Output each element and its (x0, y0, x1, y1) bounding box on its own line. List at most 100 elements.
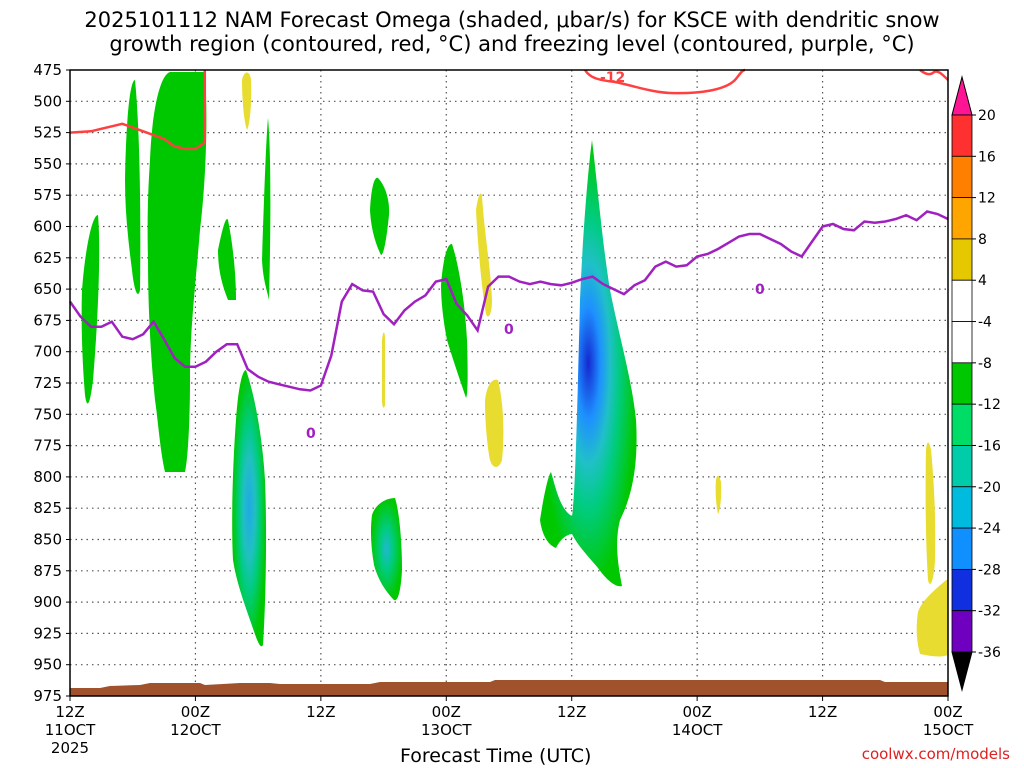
colorbar-label: 16 (978, 149, 996, 165)
y-tick-label: 800 (33, 468, 62, 486)
x-axis-title: Forecast Time (UTC) (400, 745, 592, 767)
x-tick-label: 12Z (55, 703, 84, 721)
colorbar-band (951, 527, 973, 570)
colorbar-label: -20 (978, 480, 1001, 496)
colorbar-band (951, 568, 973, 612)
dgz-contour-label: -12 (600, 70, 625, 86)
omega-region (81, 215, 100, 404)
colorbar-band (951, 486, 973, 529)
y-tick-label: 625 (33, 249, 62, 267)
colorbar-band (951, 321, 973, 364)
omega-region (218, 219, 236, 300)
colorbar-label: -28 (978, 562, 1001, 578)
colorbar-band (951, 197, 973, 240)
colorbar-label: 12 (978, 191, 996, 207)
y-tick-label: 950 (33, 656, 62, 674)
plot-area (70, 70, 948, 696)
y-axis: 475 500 525 550 575 600 625 650 675 700 725 750 775 8… (33, 61, 70, 705)
omega-positive-region (925, 442, 936, 584)
dgz-contour-left (69, 70, 207, 151)
omega-region (540, 140, 637, 587)
omega-positive-region (715, 475, 722, 514)
colorbar-label: -8 (978, 356, 992, 372)
omega-positive (242, 72, 948, 657)
colorbar-label: -12 (978, 397, 1001, 413)
credit-text: coolwx.com/models (861, 745, 1010, 763)
x-tick-date-label: 12OCT (170, 721, 221, 739)
x-tick-date-label: 15OCT (923, 721, 974, 739)
omega-region (370, 177, 390, 255)
freezing-level-contour (68, 210, 949, 392)
x-tick-label: 00Z (181, 703, 210, 721)
colorbar-label: -36 (978, 645, 1001, 661)
x-tick-label: 12Z (306, 703, 335, 721)
omega-region (232, 370, 267, 647)
colorbar-band (951, 610, 973, 653)
colorbar-band (951, 279, 973, 322)
y-tick-label: 850 (33, 531, 62, 549)
omega-positive-region (382, 332, 385, 408)
y-tick-label: 500 (33, 92, 62, 110)
omega-positive-region (916, 580, 948, 657)
y-tick-label: 650 (33, 280, 62, 298)
y-tick-label: 600 (33, 218, 62, 236)
x-tick-label: 00Z (682, 703, 711, 721)
omega-positive-region (242, 72, 252, 130)
y-tick-label: 925 (33, 624, 62, 642)
colorbar-band (951, 445, 973, 488)
freezing-level-label: 0 (306, 426, 316, 442)
gridlines (70, 70, 948, 696)
colorbar-band (951, 362, 973, 405)
y-tick-label: 675 (33, 311, 62, 329)
colorbar-band (951, 403, 973, 446)
colorbar-label: 20 (978, 108, 996, 124)
chart-title-line2: growth region (contoured, red, °C) and f… (109, 32, 915, 56)
x-tick-label: 12Z (557, 703, 586, 721)
x-tick-date-label: 13OCT (421, 721, 472, 739)
y-tick-label: 725 (33, 374, 62, 392)
colorbar-label: -16 (978, 438, 1001, 454)
y-tick-label: 525 (33, 124, 62, 142)
omega-region (262, 118, 271, 300)
x-tick-year-label: 2025 (51, 739, 89, 757)
y-tick-label: 775 (33, 437, 62, 455)
colorbar-band (951, 155, 973, 199)
colorbar-arrow-bottom (951, 651, 973, 692)
colorbar-label: 8 (978, 232, 987, 248)
y-tick-label: 750 (33, 405, 62, 423)
dgz-contour-right (919, 69, 949, 81)
colorbar-arrow-top (951, 75, 973, 116)
colorbar: 20 16 12 8 4 -4 -8 -12 -16 -20 -24 -28 -32 -36 (951, 75, 1001, 692)
colorbar-label: -24 (978, 521, 1001, 537)
freezing-level-label: 0 (504, 322, 514, 338)
y-tick-label: 900 (33, 593, 62, 611)
terrain (70, 680, 948, 696)
y-tick-label: 825 (33, 499, 62, 517)
colorbar-label: -4 (978, 315, 992, 331)
x-tick-date-label: 14OCT (672, 721, 723, 739)
omega-positive-region (485, 379, 504, 467)
x-tick-label: 00Z (933, 703, 962, 721)
colorbar-band (951, 238, 973, 281)
y-tick-label: 475 (33, 61, 62, 79)
y-tick-label: 550 (33, 155, 62, 173)
omega-region (370, 498, 402, 601)
y-tick-label: 575 (33, 186, 62, 204)
x-tick-date-label: 11OCT (45, 721, 96, 739)
y-tick-label: 700 (33, 343, 62, 361)
chart-title-line1: 2025101112 NAM Forecast Omega (shaded, μ… (84, 8, 940, 32)
x-tick-label: 00Z (432, 703, 461, 721)
freezing-level-label: 0 (755, 282, 765, 298)
omega-region (147, 72, 207, 472)
y-tick-label: 975 (33, 687, 62, 705)
colorbar-label: -32 (978, 604, 1001, 620)
omega-region (125, 80, 141, 294)
x-tick-label: 12Z (808, 703, 837, 721)
colorbar-band (951, 114, 973, 157)
dgz-contour-top (583, 68, 746, 95)
y-tick-label: 875 (33, 562, 62, 580)
colorbar-label: 4 (978, 273, 987, 289)
omega-shading (81, 72, 637, 647)
